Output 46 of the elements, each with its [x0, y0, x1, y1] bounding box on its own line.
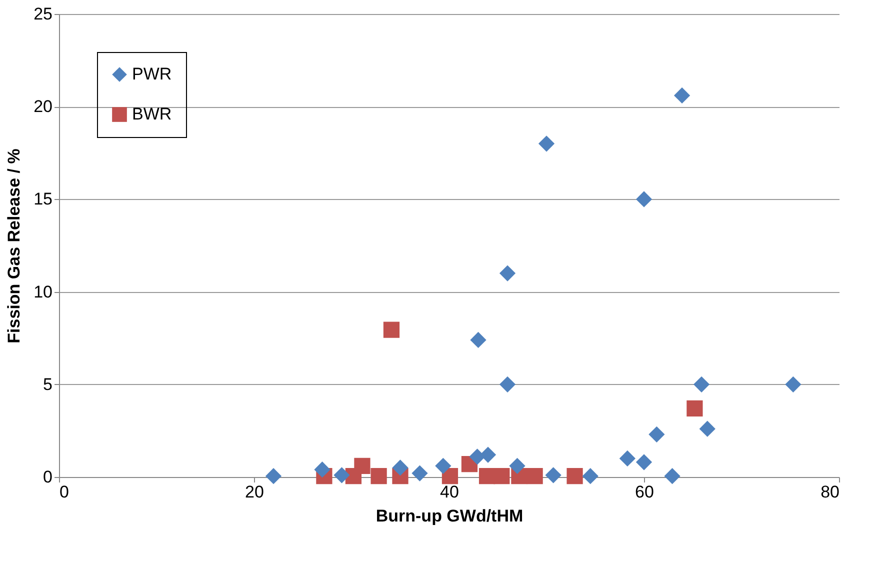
- point: [545, 467, 562, 484]
- point: [636, 191, 652, 208]
- y-tick-label: 10: [34, 282, 52, 302]
- point: [636, 454, 652, 470]
- point: [412, 465, 428, 482]
- x-tick-label: 0: [60, 482, 69, 502]
- point: [526, 468, 543, 484]
- point: [693, 376, 710, 392]
- point: [392, 460, 408, 476]
- x-tick-label: 60: [635, 482, 654, 502]
- point: [354, 458, 370, 474]
- point: [785, 376, 802, 392]
- point: [383, 322, 400, 338]
- x-axis-title: Burn-up GWd/tHM: [376, 506, 524, 526]
- x-tick-label: 40: [440, 482, 459, 502]
- point: [494, 468, 510, 484]
- point: [334, 467, 350, 484]
- point: [480, 446, 496, 463]
- point: [314, 462, 330, 478]
- y-tick-label: 20: [34, 97, 52, 116]
- point: [509, 458, 526, 474]
- y-tick-label: 0: [43, 468, 52, 486]
- y-tick-label: 5: [43, 374, 52, 394]
- y-tick-label: 25: [34, 4, 52, 24]
- point: [699, 420, 716, 437]
- point: [470, 332, 486, 348]
- point: [265, 468, 282, 484]
- point: [435, 458, 452, 474]
- point: [370, 468, 387, 484]
- y-tick-label: 15: [34, 190, 52, 209]
- point: [664, 468, 680, 484]
- point: [619, 450, 636, 467]
- point: [674, 87, 690, 104]
- legend-label: BWR: [132, 104, 172, 124]
- point: [566, 468, 583, 484]
- point: [686, 400, 703, 417]
- point: [648, 426, 665, 442]
- point: [499, 376, 516, 392]
- x-tick-label: 20: [245, 482, 264, 502]
- legend-label: PWR: [132, 64, 172, 84]
- point: [538, 136, 555, 152]
- point: [442, 468, 458, 484]
- x-tick-label: 80: [820, 482, 840, 502]
- point: [582, 468, 598, 484]
- point: [499, 265, 516, 282]
- y-axis-title: Fission Gas Release / %: [4, 148, 24, 344]
